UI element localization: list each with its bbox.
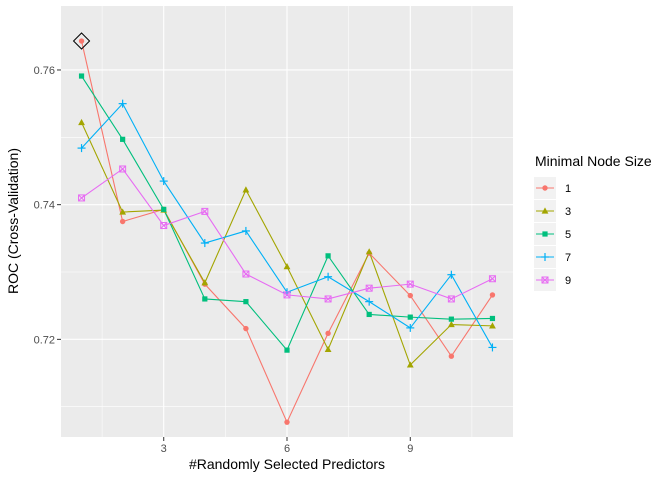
data-point-5 xyxy=(202,296,208,302)
y-tick-label: 0.72 xyxy=(34,334,55,346)
best-tune-diamond xyxy=(72,32,91,50)
data-point-5 xyxy=(407,314,413,320)
legend-key-marker xyxy=(541,253,549,261)
data-point-7 xyxy=(488,343,497,352)
data-point-5 xyxy=(284,347,290,353)
data-point-9 xyxy=(201,207,209,215)
data-point-7 xyxy=(324,272,333,281)
legend-item-5: 5 xyxy=(534,223,571,245)
x-tick-label: 6 xyxy=(284,443,290,455)
data-point-9 xyxy=(324,295,332,303)
data-point-7 xyxy=(365,297,374,306)
legend-item-1: 1 xyxy=(534,177,571,199)
best-tune-highlight xyxy=(72,32,91,50)
data-point-5 xyxy=(489,315,496,322)
legend-key-marker xyxy=(542,185,548,191)
data-point-5 xyxy=(120,136,126,142)
data-point-1 xyxy=(119,218,126,225)
x-axis-title: #Randomly Selected Predictors xyxy=(189,456,385,472)
tick-labels: 3 6 9 0.72 0.74 0.76 xyxy=(34,65,414,455)
x-tick-label: 9 xyxy=(407,443,413,455)
data-point-9 xyxy=(406,280,414,288)
data-point-3 xyxy=(489,322,496,329)
x-tick-label: 3 xyxy=(161,443,167,455)
data-point-9 xyxy=(160,222,168,230)
data-point-3 xyxy=(201,279,209,286)
legend: Minimal Node Size 1 3 5 7 9 xyxy=(534,153,652,291)
legend-key-marker xyxy=(542,231,548,237)
data-point-5 xyxy=(325,253,331,259)
y-tick-label: 0.76 xyxy=(34,65,55,77)
data-point-1 xyxy=(407,292,413,299)
legend-label: 9 xyxy=(565,275,571,287)
data-point-5 xyxy=(448,316,454,322)
data-point-3 xyxy=(78,118,85,126)
data-point-3 xyxy=(365,248,373,255)
data-point-1 xyxy=(325,330,331,336)
data-point-9 xyxy=(119,165,127,173)
data-point-1 xyxy=(489,292,496,298)
data-point-9 xyxy=(447,295,455,303)
data-point-7 xyxy=(118,99,127,108)
data-point-7 xyxy=(159,177,168,186)
data-point-5 xyxy=(78,73,85,79)
legend-label: 5 xyxy=(565,229,571,241)
legend-item-3: 3 xyxy=(534,200,571,222)
data-point-3 xyxy=(119,208,127,215)
y-axis-title: ROC (Cross-Validation) xyxy=(5,148,21,294)
data-point-3 xyxy=(324,345,332,353)
data-point-7 xyxy=(77,144,86,153)
data-point-3 xyxy=(406,361,414,368)
legend-item-9: 9 xyxy=(534,269,571,291)
legend-key-marker xyxy=(541,207,549,214)
data-point-3 xyxy=(447,320,455,328)
legend-label: 7 xyxy=(565,252,571,264)
data-point-9 xyxy=(78,194,86,202)
data-point-1 xyxy=(243,325,249,332)
data-point-9 xyxy=(488,275,496,283)
series-points xyxy=(77,38,497,425)
legend-label: 1 xyxy=(565,183,571,195)
data-point-7 xyxy=(406,323,415,332)
legend-title: Minimal Node Size xyxy=(535,153,652,169)
data-point-7 xyxy=(200,239,209,248)
y-tick-label: 0.74 xyxy=(34,200,55,212)
data-point-3 xyxy=(283,263,291,270)
data-point-5 xyxy=(161,206,167,212)
data-point-7 xyxy=(241,226,250,235)
data-point-1 xyxy=(284,419,290,425)
data-point-5 xyxy=(366,311,372,318)
data-point-3 xyxy=(242,186,250,193)
data-point-9 xyxy=(365,284,373,292)
axis-ticks xyxy=(57,69,411,441)
legend-item-7: 7 xyxy=(534,246,571,268)
data-point-1 xyxy=(78,38,85,44)
data-point-9 xyxy=(242,270,250,278)
data-point-7 xyxy=(447,270,456,279)
data-point-9 xyxy=(283,291,291,299)
legend-key-marker xyxy=(541,276,549,284)
data-point-1 xyxy=(448,353,455,359)
data-point-5 xyxy=(243,299,249,305)
legend-label: 3 xyxy=(565,206,571,218)
